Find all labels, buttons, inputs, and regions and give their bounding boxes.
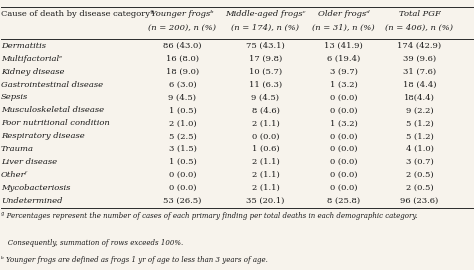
Text: 86 (43.0): 86 (43.0) <box>163 42 202 50</box>
Text: 4 (1.0): 4 (1.0) <box>406 145 433 153</box>
Text: 0 (0.0): 0 (0.0) <box>169 171 196 179</box>
Text: Trauma: Trauma <box>1 145 34 153</box>
Text: 2 (1.1): 2 (1.1) <box>252 184 279 192</box>
Text: 39 (9.6): 39 (9.6) <box>403 55 436 63</box>
Text: 10 (5.7): 10 (5.7) <box>249 68 282 76</box>
Text: 8 (4.6): 8 (4.6) <box>252 106 279 114</box>
Text: (n = 174), n (%): (n = 174), n (%) <box>231 24 300 32</box>
Text: Consequently, summation of rows exceeds 100%.: Consequently, summation of rows exceeds … <box>1 239 183 247</box>
Text: 3 (9.7): 3 (9.7) <box>330 68 357 76</box>
Text: (n = 406), n (%): (n = 406), n (%) <box>385 24 454 32</box>
Text: 18(4.4): 18(4.4) <box>404 93 435 102</box>
Text: 1 (3.2): 1 (3.2) <box>330 119 357 127</box>
Text: Total PGF: Total PGF <box>399 10 440 18</box>
Text: 0 (0.0): 0 (0.0) <box>330 106 357 114</box>
Text: Liver disease: Liver disease <box>1 158 57 166</box>
Text: 5 (2.5): 5 (2.5) <box>169 132 196 140</box>
Text: 2 (1.1): 2 (1.1) <box>252 158 279 166</box>
Text: 0 (0.0): 0 (0.0) <box>330 184 357 192</box>
Text: 2 (0.5): 2 (0.5) <box>406 184 433 192</box>
Text: 75 (43.1): 75 (43.1) <box>246 42 285 50</box>
Text: Poor nutritional condition: Poor nutritional condition <box>1 119 109 127</box>
Text: 0 (0.0): 0 (0.0) <box>169 184 196 192</box>
Text: 9 (4.5): 9 (4.5) <box>168 93 197 102</box>
Text: 13 (41.9): 13 (41.9) <box>324 42 363 50</box>
Text: 16 (8.0): 16 (8.0) <box>166 55 199 63</box>
Text: 2 (1.1): 2 (1.1) <box>252 171 279 179</box>
Text: 2 (0.5): 2 (0.5) <box>406 171 433 179</box>
Text: 8 (25.8): 8 (25.8) <box>327 197 360 205</box>
Text: Older frogsᵈ: Older frogsᵈ <box>318 10 369 18</box>
Text: 2 (1.1): 2 (1.1) <box>252 119 279 127</box>
Text: 0 (0.0): 0 (0.0) <box>330 145 357 153</box>
Text: 1 (0.6): 1 (0.6) <box>252 145 279 153</box>
Text: 6 (19.4): 6 (19.4) <box>327 55 360 63</box>
Text: Otherᶠ: Otherᶠ <box>1 171 27 179</box>
Text: 3 (0.7): 3 (0.7) <box>406 158 433 166</box>
Text: 0 (0.0): 0 (0.0) <box>330 171 357 179</box>
Text: Sepsis: Sepsis <box>1 93 28 102</box>
Text: ᵇ Younger frogs are defined as frogs 1 yr of age to less than 3 years of age.: ᵇ Younger frogs are defined as frogs 1 y… <box>1 256 268 264</box>
Text: Respiratory disease: Respiratory disease <box>1 132 85 140</box>
Text: Musculoskeletal disease: Musculoskeletal disease <box>1 106 104 114</box>
Text: 31 (7.6): 31 (7.6) <box>403 68 436 76</box>
Text: ª Percentages represent the number of cases of each primary finding per total de: ª Percentages represent the number of ca… <box>1 212 418 221</box>
Text: (n = 31), n (%): (n = 31), n (%) <box>312 24 375 32</box>
Text: 9 (4.5): 9 (4.5) <box>251 93 280 102</box>
Text: Younger frogsᵇ: Younger frogsᵇ <box>151 10 214 18</box>
Text: Multifactorialᵉ: Multifactorialᵉ <box>1 55 62 63</box>
Text: 17 (9.8): 17 (9.8) <box>249 55 282 63</box>
Text: Kidney disease: Kidney disease <box>1 68 64 76</box>
Text: 0 (0.0): 0 (0.0) <box>252 132 279 140</box>
Text: Undetermined: Undetermined <box>1 197 63 205</box>
Text: 3 (1.5): 3 (1.5) <box>169 145 196 153</box>
Text: 11 (6.3): 11 (6.3) <box>249 80 282 89</box>
Text: Gastrointestinal disease: Gastrointestinal disease <box>1 80 103 89</box>
Text: Dermatitis: Dermatitis <box>1 42 46 50</box>
Text: 174 (42.9): 174 (42.9) <box>397 42 442 50</box>
Text: 96 (23.6): 96 (23.6) <box>401 197 438 205</box>
Text: 53 (26.5): 53 (26.5) <box>164 197 201 205</box>
Text: 5 (1.2): 5 (1.2) <box>406 119 433 127</box>
Text: 2 (1.0): 2 (1.0) <box>169 119 196 127</box>
Text: 5 (1.2): 5 (1.2) <box>406 132 433 140</box>
Text: 35 (20.1): 35 (20.1) <box>246 197 284 205</box>
Text: 1 (0.5): 1 (0.5) <box>169 158 196 166</box>
Text: 0 (0.0): 0 (0.0) <box>330 158 357 166</box>
Text: 0 (0.0): 0 (0.0) <box>330 93 357 102</box>
Text: Mycobacteriosis: Mycobacteriosis <box>1 184 70 192</box>
Text: 18 (9.0): 18 (9.0) <box>166 68 199 76</box>
Text: 6 (3.0): 6 (3.0) <box>169 80 196 89</box>
Text: Cause of death by disease categoryª: Cause of death by disease categoryª <box>1 10 154 18</box>
Text: 1 (0.5): 1 (0.5) <box>169 106 196 114</box>
Text: 1 (3.2): 1 (3.2) <box>330 80 357 89</box>
Text: 0 (0.0): 0 (0.0) <box>330 132 357 140</box>
Text: 9 (2.2): 9 (2.2) <box>406 106 433 114</box>
Text: (n = 200), n (%): (n = 200), n (%) <box>148 24 217 32</box>
Text: 18 (4.4): 18 (4.4) <box>403 80 436 89</box>
Text: Middle-aged frogsᶜ: Middle-aged frogsᶜ <box>225 10 306 18</box>
